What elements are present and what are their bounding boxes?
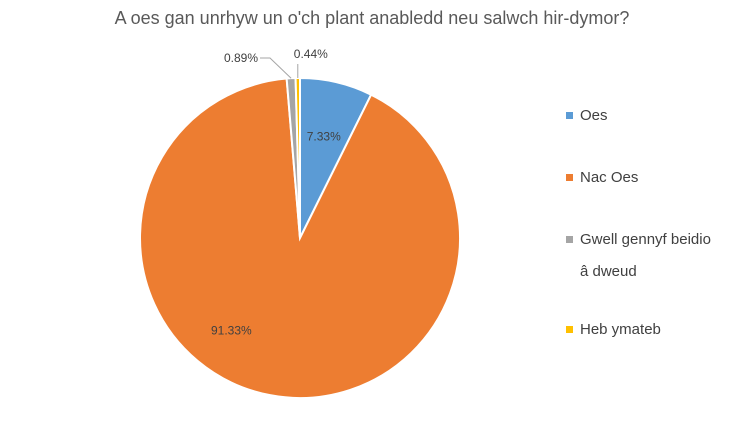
legend-swatch-nac-oes	[566, 174, 573, 181]
leader-line-gwell-gennyf	[260, 57, 292, 79]
data-label-gwell-gennyf: 0.89%	[224, 51, 258, 65]
legend-item-oes: Oes	[566, 100, 736, 132]
legend-swatch-oes	[566, 112, 573, 119]
legend-label-oes: Oes	[580, 107, 608, 124]
legend-label-nac-oes: Nac Oes	[580, 169, 639, 186]
data-label-heb-ymateb: 0.44%	[294, 47, 328, 61]
data-label-nac-oes: 91.33%	[211, 324, 252, 338]
legend-swatch-heb-ymateb	[566, 326, 573, 333]
legend: Oes Nac Oes Gwell gennyf beidio â dweud …	[566, 100, 736, 346]
legend-item-gwell-gennyf: Gwell gennyf beidio â dweud	[566, 224, 736, 288]
chart-title: A oes gan unrhyw un o'ch plant anabledd …	[114, 8, 630, 28]
legend-item-nac-oes: Nac Oes	[566, 162, 736, 194]
legend-swatch-gwell-gennyf	[566, 236, 573, 243]
legend-label-gwell-gennyf: Gwell gennyf beidio â dweud	[580, 231, 711, 280]
data-label-oes: 7.33%	[307, 130, 341, 144]
slice-nac-oes	[139, 77, 461, 399]
legend-item-heb-ymateb: Heb ymateb	[566, 314, 736, 346]
legend-label-heb-ymateb: Heb ymateb	[580, 321, 661, 338]
